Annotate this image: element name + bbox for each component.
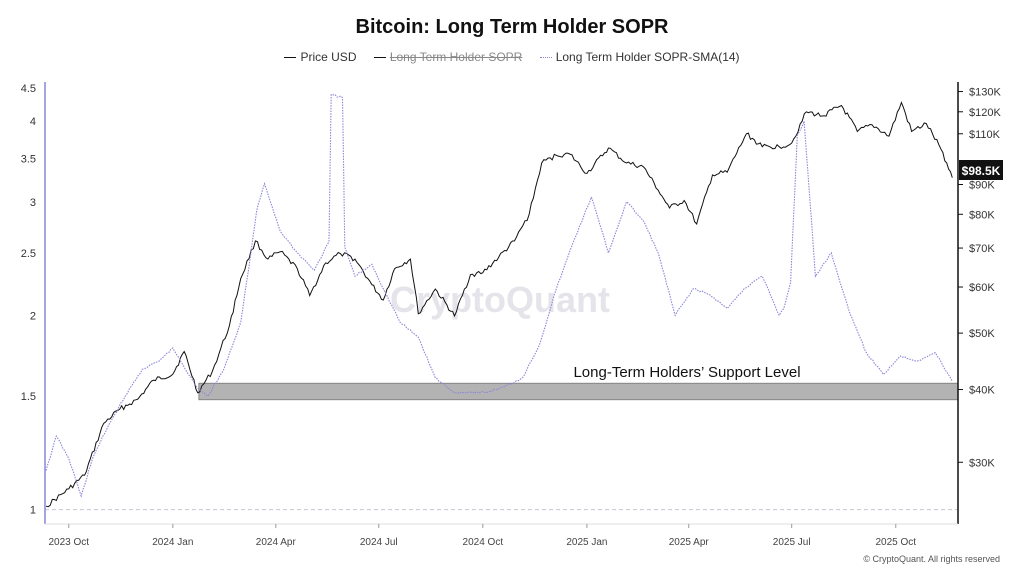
right-tick-label: $60K	[969, 282, 995, 294]
x-tick-label: 2025 Jul	[773, 537, 811, 548]
left-tick-label: 4.5	[21, 83, 36, 95]
left-tick-label: 1.5	[21, 391, 36, 403]
left-axis: 1 1.5 2 2.5 3 3.5 4 4.5	[21, 82, 46, 524]
right-tick-label: $90K	[969, 180, 995, 192]
series-line-sopr-sma	[45, 93, 953, 498]
current-price-tag-bg	[959, 160, 1003, 180]
legend-label-price: Price USD	[300, 50, 357, 64]
left-tick-label: 4	[30, 116, 36, 128]
right-tick-label: $40K	[969, 385, 995, 397]
x-tick-label: 2025 Jan	[566, 537, 607, 548]
series-layer	[45, 93, 953, 508]
support-band-rect	[198, 382, 959, 401]
legend-item-sopr[interactable]: Long Term Holder SOPR	[373, 50, 523, 64]
left-tick-label: 2	[30, 310, 36, 322]
legend-swatch-price	[284, 57, 297, 59]
right-tick-label: $130K	[969, 87, 1001, 99]
left-tick-label: 3.5	[21, 154, 36, 166]
x-axis: 2023 Oct 2024 Jan 2024 Apr 2024 Jul 2024 Oct…	[45, 523, 958, 548]
x-tick-label: 2024 Jul	[360, 537, 398, 548]
x-tick-label: 2025 Apr	[669, 537, 710, 548]
left-tick-label: 2.5	[21, 248, 36, 260]
legend-label-sopr-sma: Long Term Holder SOPR-SMA(14)	[555, 50, 740, 64]
watermark-text: CryptoQuant	[390, 279, 610, 320]
right-axis: $30K $40K $50K $60K $70K $80K $90K $110K $120K $1…	[957, 82, 1001, 524]
right-tick-label: $120K	[969, 107, 1001, 119]
copyright-footer: © CryptoQuant. All rights reserved	[863, 554, 1000, 564]
left-tick-label: 3	[30, 197, 36, 209]
legend-label-sopr: Long Term Holder SOPR	[389, 50, 523, 64]
current-price-tag: $98.5K	[959, 160, 1003, 180]
x-tick-label: 2023 Oct	[48, 537, 89, 548]
right-tick-label: $110K	[969, 129, 1001, 141]
current-price-tag-label: $98.5K	[962, 164, 1001, 178]
x-tick-label: 2024 Jan	[152, 537, 193, 548]
x-tick-label: 2024 Apr	[256, 537, 297, 548]
legend-swatch-sopr-sma	[539, 57, 552, 59]
legend-swatch-sopr	[373, 57, 386, 59]
chart-legend: Price USD Long Term Holder SOPR Long Ter…	[0, 50, 1024, 64]
legend-item-price[interactable]: Price USD	[284, 50, 356, 64]
right-tick-label: $80K	[969, 209, 995, 221]
right-tick-label: $50K	[969, 328, 995, 340]
right-tick-label: $70K	[969, 243, 995, 255]
support-band	[45, 382, 959, 511]
series-line-price	[46, 101, 953, 508]
x-tick-label: 2025 Oct	[875, 537, 916, 548]
support-level-annotation: Long-Term Holders’ Support Level	[573, 364, 800, 381]
chart-title: Bitcoin: Long Term Holder SOPR	[355, 16, 669, 38]
left-tick-label: 1	[30, 505, 36, 517]
x-tick-label: 2024 Oct	[463, 537, 504, 548]
right-tick-label: $30K	[969, 457, 995, 469]
legend-item-sopr-sma[interactable]: Long Term Holder SOPR-SMA(14)	[539, 50, 740, 64]
